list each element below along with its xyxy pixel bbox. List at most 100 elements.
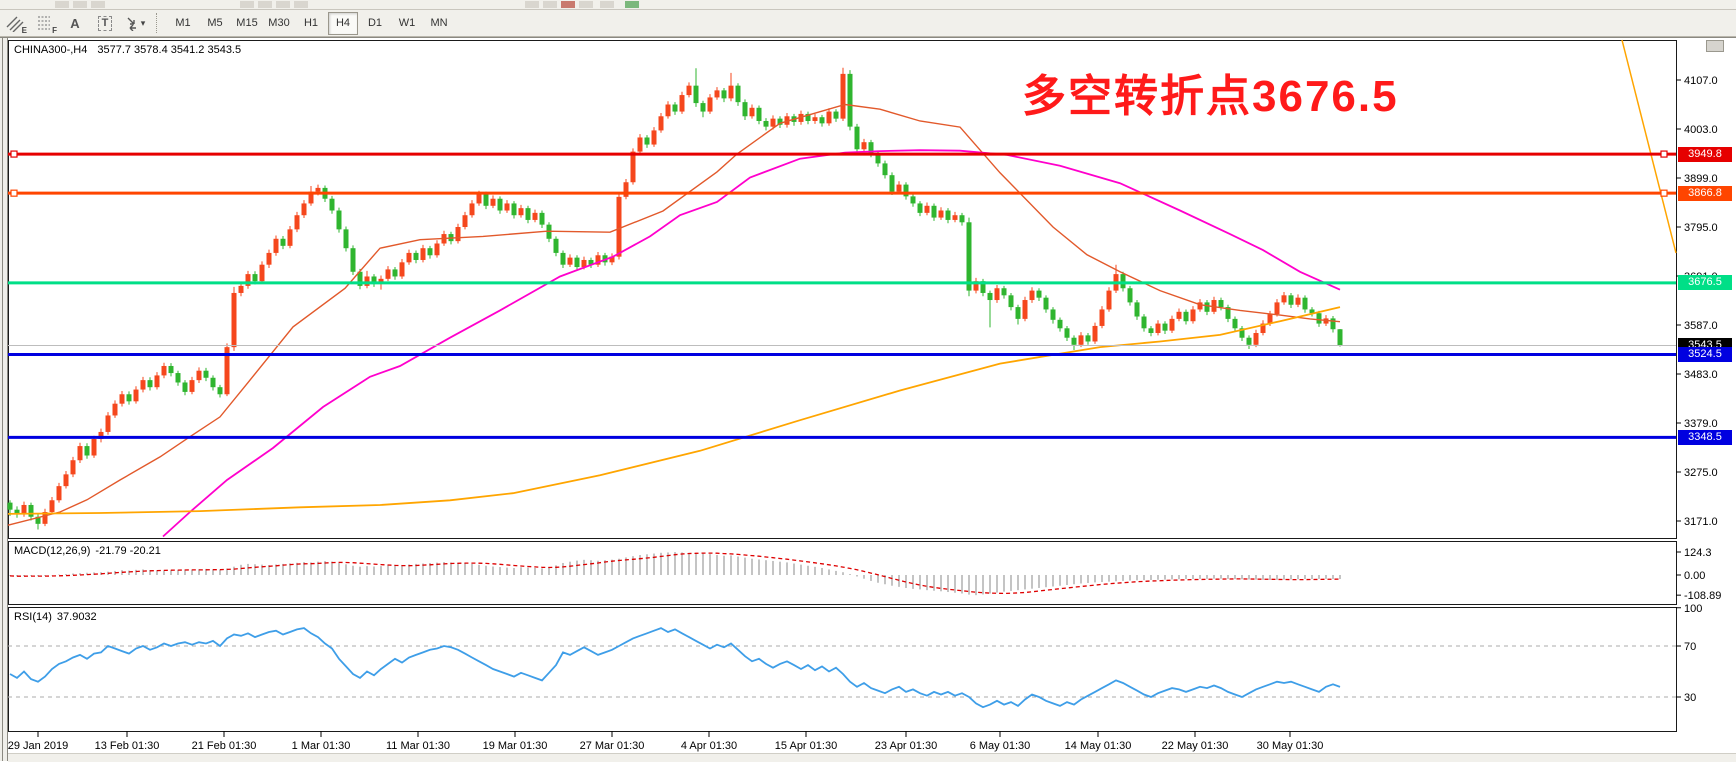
candle-body — [588, 259, 594, 265]
window-bottom-strip — [8, 753, 1736, 762]
candle-body — [420, 248, 426, 260]
candle-body — [1050, 309, 1056, 320]
candle-body — [266, 252, 272, 265]
candle-body — [70, 460, 76, 475]
channel-lines-icon — [6, 16, 24, 32]
time-axis[interactable]: 29 Jan 2019 13 Feb 01:30 21 Feb 01:30 1 Mar… — [8, 731, 1324, 752]
equidistant-channel-icon[interactable]: E — [0, 12, 30, 35]
hline-handle[interactable] — [10, 150, 18, 158]
candle-body — [714, 90, 720, 98]
candle-body — [826, 111, 832, 124]
time-label: 4 Apr 01:30 — [681, 740, 737, 752]
candle-body — [1190, 309, 1196, 322]
candle-body — [1099, 309, 1105, 326]
chart-annotation-text[interactable]: 多空转折点3676.5 — [1022, 72, 1399, 121]
candle-body — [917, 203, 923, 213]
candle-body — [49, 500, 55, 513]
timeframe-button-MN[interactable]: MN — [430, 16, 448, 29]
candle-body — [532, 212, 538, 220]
candle-body — [63, 474, 69, 487]
macd-label: -108.89 — [1684, 590, 1721, 602]
candle-body — [854, 126, 860, 150]
ma-slow-line — [7, 306, 1341, 515]
timeframe-button-H1[interactable]: H1 — [303, 16, 319, 29]
candlestick-series[interactable] — [7, 67, 1343, 530]
hline-handle[interactable] — [1660, 189, 1668, 197]
candle-body — [903, 184, 909, 197]
candle-body — [980, 281, 986, 293]
time-label: 22 May 01:30 — [1162, 740, 1229, 752]
toolbar: E F A T ▾ M1 M5 M15 M30 H1 H4 D1 W1 MN — [0, 10, 1736, 37]
candle-body — [1071, 337, 1077, 345]
timeframe-button-M1[interactable]: M1 — [175, 16, 191, 29]
candle-body — [196, 370, 202, 381]
candle-body — [952, 215, 958, 220]
hline-handle[interactable] — [1660, 150, 1668, 158]
hline-handle[interactable] — [10, 189, 18, 197]
candle-body — [882, 163, 888, 176]
candle-body — [945, 210, 951, 220]
fibonacci-icon[interactable]: F — [30, 12, 60, 35]
candle-body — [1204, 302, 1210, 312]
time-label: 27 Mar 01:30 — [580, 740, 645, 752]
clipped-icon-fragment — [55, 1, 69, 8]
candle-body — [539, 212, 545, 225]
timeframe-button-D1[interactable]: D1 — [367, 16, 383, 29]
clipped-icon-fragment — [543, 1, 557, 8]
candle-body — [924, 205, 930, 213]
candle-body — [1183, 311, 1189, 322]
candle-body — [84, 446, 90, 456]
candle-body — [126, 394, 132, 402]
axis-corner-icon[interactable] — [1706, 40, 1724, 52]
window-left-frame — [0, 38, 8, 761]
candle-body — [581, 259, 587, 268]
candle-body — [28, 504, 34, 517]
candle-body — [427, 248, 433, 256]
candle-body — [329, 198, 335, 211]
candle-body — [357, 271, 363, 286]
candle-body — [371, 276, 377, 284]
clipped-icon-fragment — [625, 1, 639, 8]
time-label: 23 Apr 01:30 — [875, 740, 937, 752]
text-label-tool-icon[interactable]: T — [90, 12, 120, 34]
macd-series — [9, 552, 1341, 596]
chevron-down-icon[interactable]: ▾ — [140, 17, 146, 28]
timeframe-button-M5[interactable]: M5 — [207, 16, 223, 29]
price-label: 3171.0 — [1684, 516, 1718, 528]
candle-body — [707, 97, 713, 112]
timeframe-button-W1[interactable]: W1 — [398, 16, 416, 29]
text-tool-icon[interactable]: A — [60, 12, 90, 34]
candle-body — [308, 191, 314, 204]
timeframe-button-H4[interactable]: H4 — [328, 11, 358, 35]
trendline[interactable] — [1621, 39, 1677, 254]
timeframe-button-M15[interactable]: M15 — [236, 16, 258, 29]
candle-body — [728, 85, 734, 99]
candle-body — [1260, 323, 1266, 334]
candle-body — [483, 194, 489, 206]
candle-body — [217, 387, 223, 395]
horizontal-lines[interactable] — [8, 150, 1676, 439]
candle-body — [1197, 302, 1203, 310]
candle-body — [518, 208, 524, 216]
candle-body — [721, 90, 727, 99]
candle-body — [616, 196, 622, 257]
candle-body — [1253, 333, 1259, 345]
candle-body — [252, 274, 258, 282]
candle-body — [259, 264, 265, 282]
timeframe-button-M30[interactable]: M30 — [268, 16, 290, 29]
candle-body — [231, 292, 237, 348]
candle-body — [770, 118, 776, 127]
candle-body — [987, 292, 993, 301]
candle-body — [1309, 309, 1315, 314]
candle-body — [651, 130, 657, 145]
arrow-tools-icon[interactable]: ▾ — [120, 12, 150, 34]
candle-body — [413, 252, 419, 260]
candle-body — [168, 365, 174, 374]
ma-mid-line — [162, 149, 1341, 538]
candle-body — [1127, 288, 1133, 303]
price-badge-3949.8: 3949.8 — [1678, 146, 1732, 162]
candle-body — [763, 120, 769, 127]
axes: 4107.04003.03899.03795.03691.03587.03483… — [1676, 75, 1721, 704]
